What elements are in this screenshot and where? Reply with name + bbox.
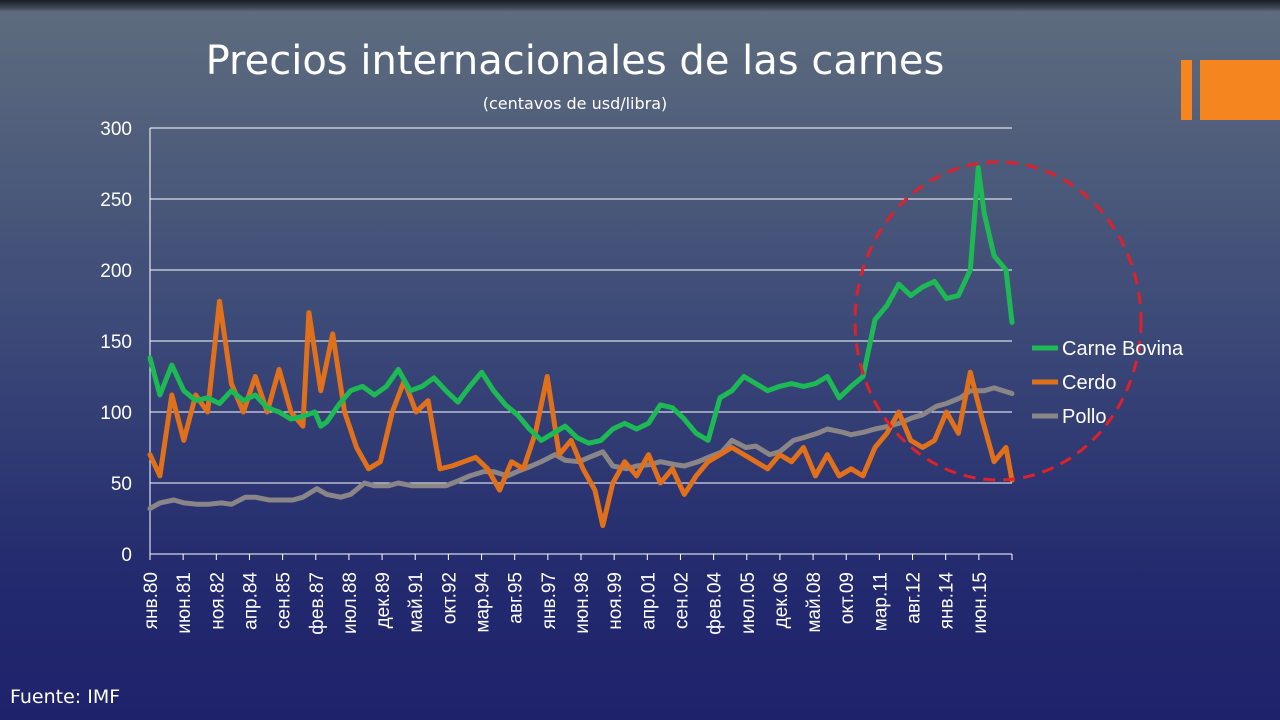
series-line-pollo bbox=[147, 385, 1015, 512]
source-note: Fuente: IMF bbox=[10, 686, 121, 708]
x-tick-label: окт.09 bbox=[837, 572, 858, 624]
x-tick-label: мар.94 bbox=[473, 572, 494, 633]
x-tick-label: апр.84 bbox=[240, 572, 261, 630]
legend-label: Pollo bbox=[1062, 406, 1106, 428]
series-line-carne-bovina bbox=[147, 165, 1015, 446]
x-tick-label: окт.92 bbox=[439, 572, 460, 624]
top-bar bbox=[0, 0, 1280, 12]
x-tick-label: янв.14 bbox=[937, 572, 958, 630]
x-tick-label: янв.97 bbox=[539, 572, 560, 629]
y-tick-label: 150 bbox=[100, 332, 132, 353]
chart-title: Precios internacionales de las carnes bbox=[205, 38, 945, 84]
legend-label: Cerdo bbox=[1062, 372, 1116, 394]
x-tick-label: мар.11 bbox=[870, 572, 891, 631]
x-tick-label: июн.98 bbox=[572, 572, 593, 634]
y-tick-label: 50 bbox=[111, 474, 132, 495]
x-tick-label: дек.06 bbox=[771, 572, 792, 628]
x-tick-label: ноя.99 bbox=[605, 572, 626, 630]
accent-bar-wide bbox=[1200, 60, 1280, 120]
x-tick-label: янв.80 bbox=[141, 572, 162, 629]
x-tick-label: дек.89 bbox=[373, 572, 394, 628]
y-tick-label: 200 bbox=[100, 261, 132, 282]
x-tick-label: июн.81 bbox=[174, 572, 195, 634]
x-tick-label: май.91 bbox=[406, 572, 427, 633]
highlight-ellipse bbox=[853, 160, 1143, 482]
chart-subtitle: (centavos de usd/libra) bbox=[482, 94, 668, 113]
x-tick-label: авг.95 bbox=[506, 572, 527, 624]
x-tick-label: сен.85 bbox=[274, 572, 295, 629]
x-tick-label: авг.12 bbox=[904, 572, 925, 624]
x-tick-label: июл.05 bbox=[738, 572, 759, 634]
y-tick-label: 300 bbox=[100, 119, 132, 140]
x-tick-label: фев.04 bbox=[705, 572, 726, 635]
legend-label: Carne Bovina bbox=[1062, 338, 1184, 360]
y-tick-label: 0 bbox=[121, 545, 132, 566]
x-tick-label: сен.02 bbox=[671, 572, 692, 629]
x-tick-label: фев.87 bbox=[307, 572, 328, 635]
x-tick-label: май.08 bbox=[804, 572, 825, 633]
x-tick-label: ноя.82 bbox=[207, 572, 228, 630]
x-tick-label: июл.88 bbox=[340, 572, 361, 634]
x-tick-label: июн.15 bbox=[970, 572, 991, 634]
x-tick-label: апр.01 bbox=[638, 572, 659, 630]
y-tick-label: 250 bbox=[100, 190, 132, 211]
y-tick-label: 100 bbox=[100, 403, 132, 424]
accent-bar-thin bbox=[1181, 60, 1192, 120]
